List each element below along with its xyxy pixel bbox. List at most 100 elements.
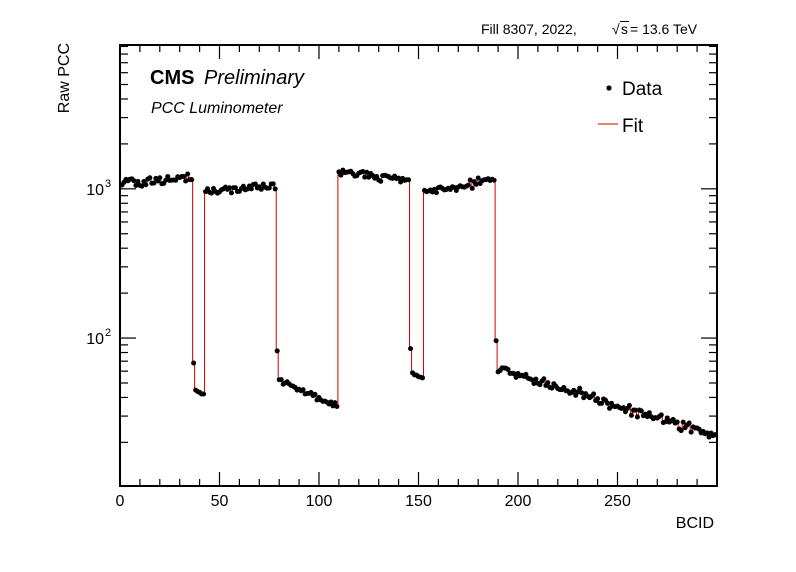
energy-value: = 13.6 TeV xyxy=(630,21,698,37)
data-point xyxy=(232,185,238,191)
data-point xyxy=(163,177,169,183)
data-point xyxy=(433,190,439,196)
data-point xyxy=(360,169,366,175)
data-point xyxy=(467,177,473,183)
data-point xyxy=(312,391,318,397)
data-point xyxy=(591,391,597,397)
data-point xyxy=(577,385,583,391)
data-point xyxy=(533,376,539,382)
plot-area xyxy=(120,167,717,486)
data-point xyxy=(133,183,139,188)
data-point xyxy=(638,408,644,414)
data-point xyxy=(549,385,555,391)
x-tick-label: 100 xyxy=(306,493,333,510)
data-point xyxy=(398,179,404,185)
data-point xyxy=(529,377,535,383)
data-point xyxy=(378,178,384,184)
energy-s: s xyxy=(621,21,628,37)
cms-label: CMS xyxy=(150,67,194,89)
luminometer-label: PCC Luminometer xyxy=(151,100,283,117)
x-tick-label: 150 xyxy=(405,493,432,510)
data-point xyxy=(147,175,153,181)
data-point xyxy=(680,419,686,425)
y-tick-label: 10 xyxy=(86,182,104,199)
data-point xyxy=(419,375,425,381)
data-point xyxy=(278,377,284,383)
y-tick-label-exponent: 2 xyxy=(105,327,111,339)
legend-data-label: Data xyxy=(622,79,663,100)
data-point xyxy=(634,414,640,420)
data-point xyxy=(252,181,258,187)
data-point xyxy=(209,190,215,196)
data-point xyxy=(523,371,529,377)
data-point xyxy=(300,387,306,393)
data-point xyxy=(226,185,232,191)
preliminary-label: Preliminary xyxy=(204,67,305,89)
data-point xyxy=(266,185,272,191)
data-point xyxy=(338,172,344,178)
x-axis-label: BCID xyxy=(676,515,714,532)
data-point xyxy=(632,407,638,413)
data-point xyxy=(135,178,141,184)
data-point xyxy=(620,405,626,411)
data-point xyxy=(626,402,632,408)
energy-sqrt: √ xyxy=(612,21,620,37)
data-point xyxy=(491,177,497,183)
data-point xyxy=(408,346,414,352)
data-point xyxy=(493,338,499,344)
data-point xyxy=(664,415,670,421)
data-point xyxy=(151,180,157,186)
data-point xyxy=(332,400,338,406)
data-point xyxy=(513,374,519,380)
data-point xyxy=(505,366,511,372)
data-point xyxy=(364,169,370,175)
data-point xyxy=(328,399,334,405)
fit-step-line xyxy=(120,169,717,486)
data-point xyxy=(366,174,372,180)
data-point xyxy=(143,182,149,188)
data-point xyxy=(139,183,145,189)
data-point xyxy=(531,381,537,387)
data-point xyxy=(165,174,171,180)
data-point xyxy=(228,190,234,196)
data-point xyxy=(646,410,652,416)
data-point xyxy=(396,175,402,181)
data-point xyxy=(628,412,634,418)
legend: Data Fit xyxy=(598,79,663,137)
data-point xyxy=(334,403,340,409)
data-point xyxy=(270,181,276,187)
data-point xyxy=(678,428,684,434)
data-point xyxy=(674,419,680,425)
data-point xyxy=(541,376,547,382)
legend-fit-label: Fit xyxy=(622,116,644,137)
data-point xyxy=(704,430,710,436)
data-point xyxy=(465,182,471,188)
data-point xyxy=(473,181,479,187)
data-point xyxy=(157,175,163,181)
data-point xyxy=(189,177,195,183)
data-point xyxy=(599,400,605,406)
data-point xyxy=(258,186,264,192)
data-point xyxy=(579,390,585,396)
data-point xyxy=(571,387,577,393)
data-point xyxy=(248,186,254,192)
x-tick-label: 250 xyxy=(604,493,631,510)
axis-ticks xyxy=(119,45,717,486)
data-point xyxy=(131,178,137,184)
data-point xyxy=(688,429,694,435)
x-tick-label: 50 xyxy=(211,493,229,510)
data-point xyxy=(706,434,712,440)
data-point xyxy=(201,391,207,397)
data-point xyxy=(181,174,187,180)
y-tick-label-exponent: 3 xyxy=(105,178,111,190)
data-point xyxy=(644,414,650,420)
legend-data-marker xyxy=(606,85,612,91)
data-point xyxy=(183,178,189,184)
data-point xyxy=(469,185,475,191)
data-point xyxy=(662,419,668,425)
data-point xyxy=(581,395,587,401)
data-point xyxy=(686,420,692,426)
data-point xyxy=(362,174,368,180)
